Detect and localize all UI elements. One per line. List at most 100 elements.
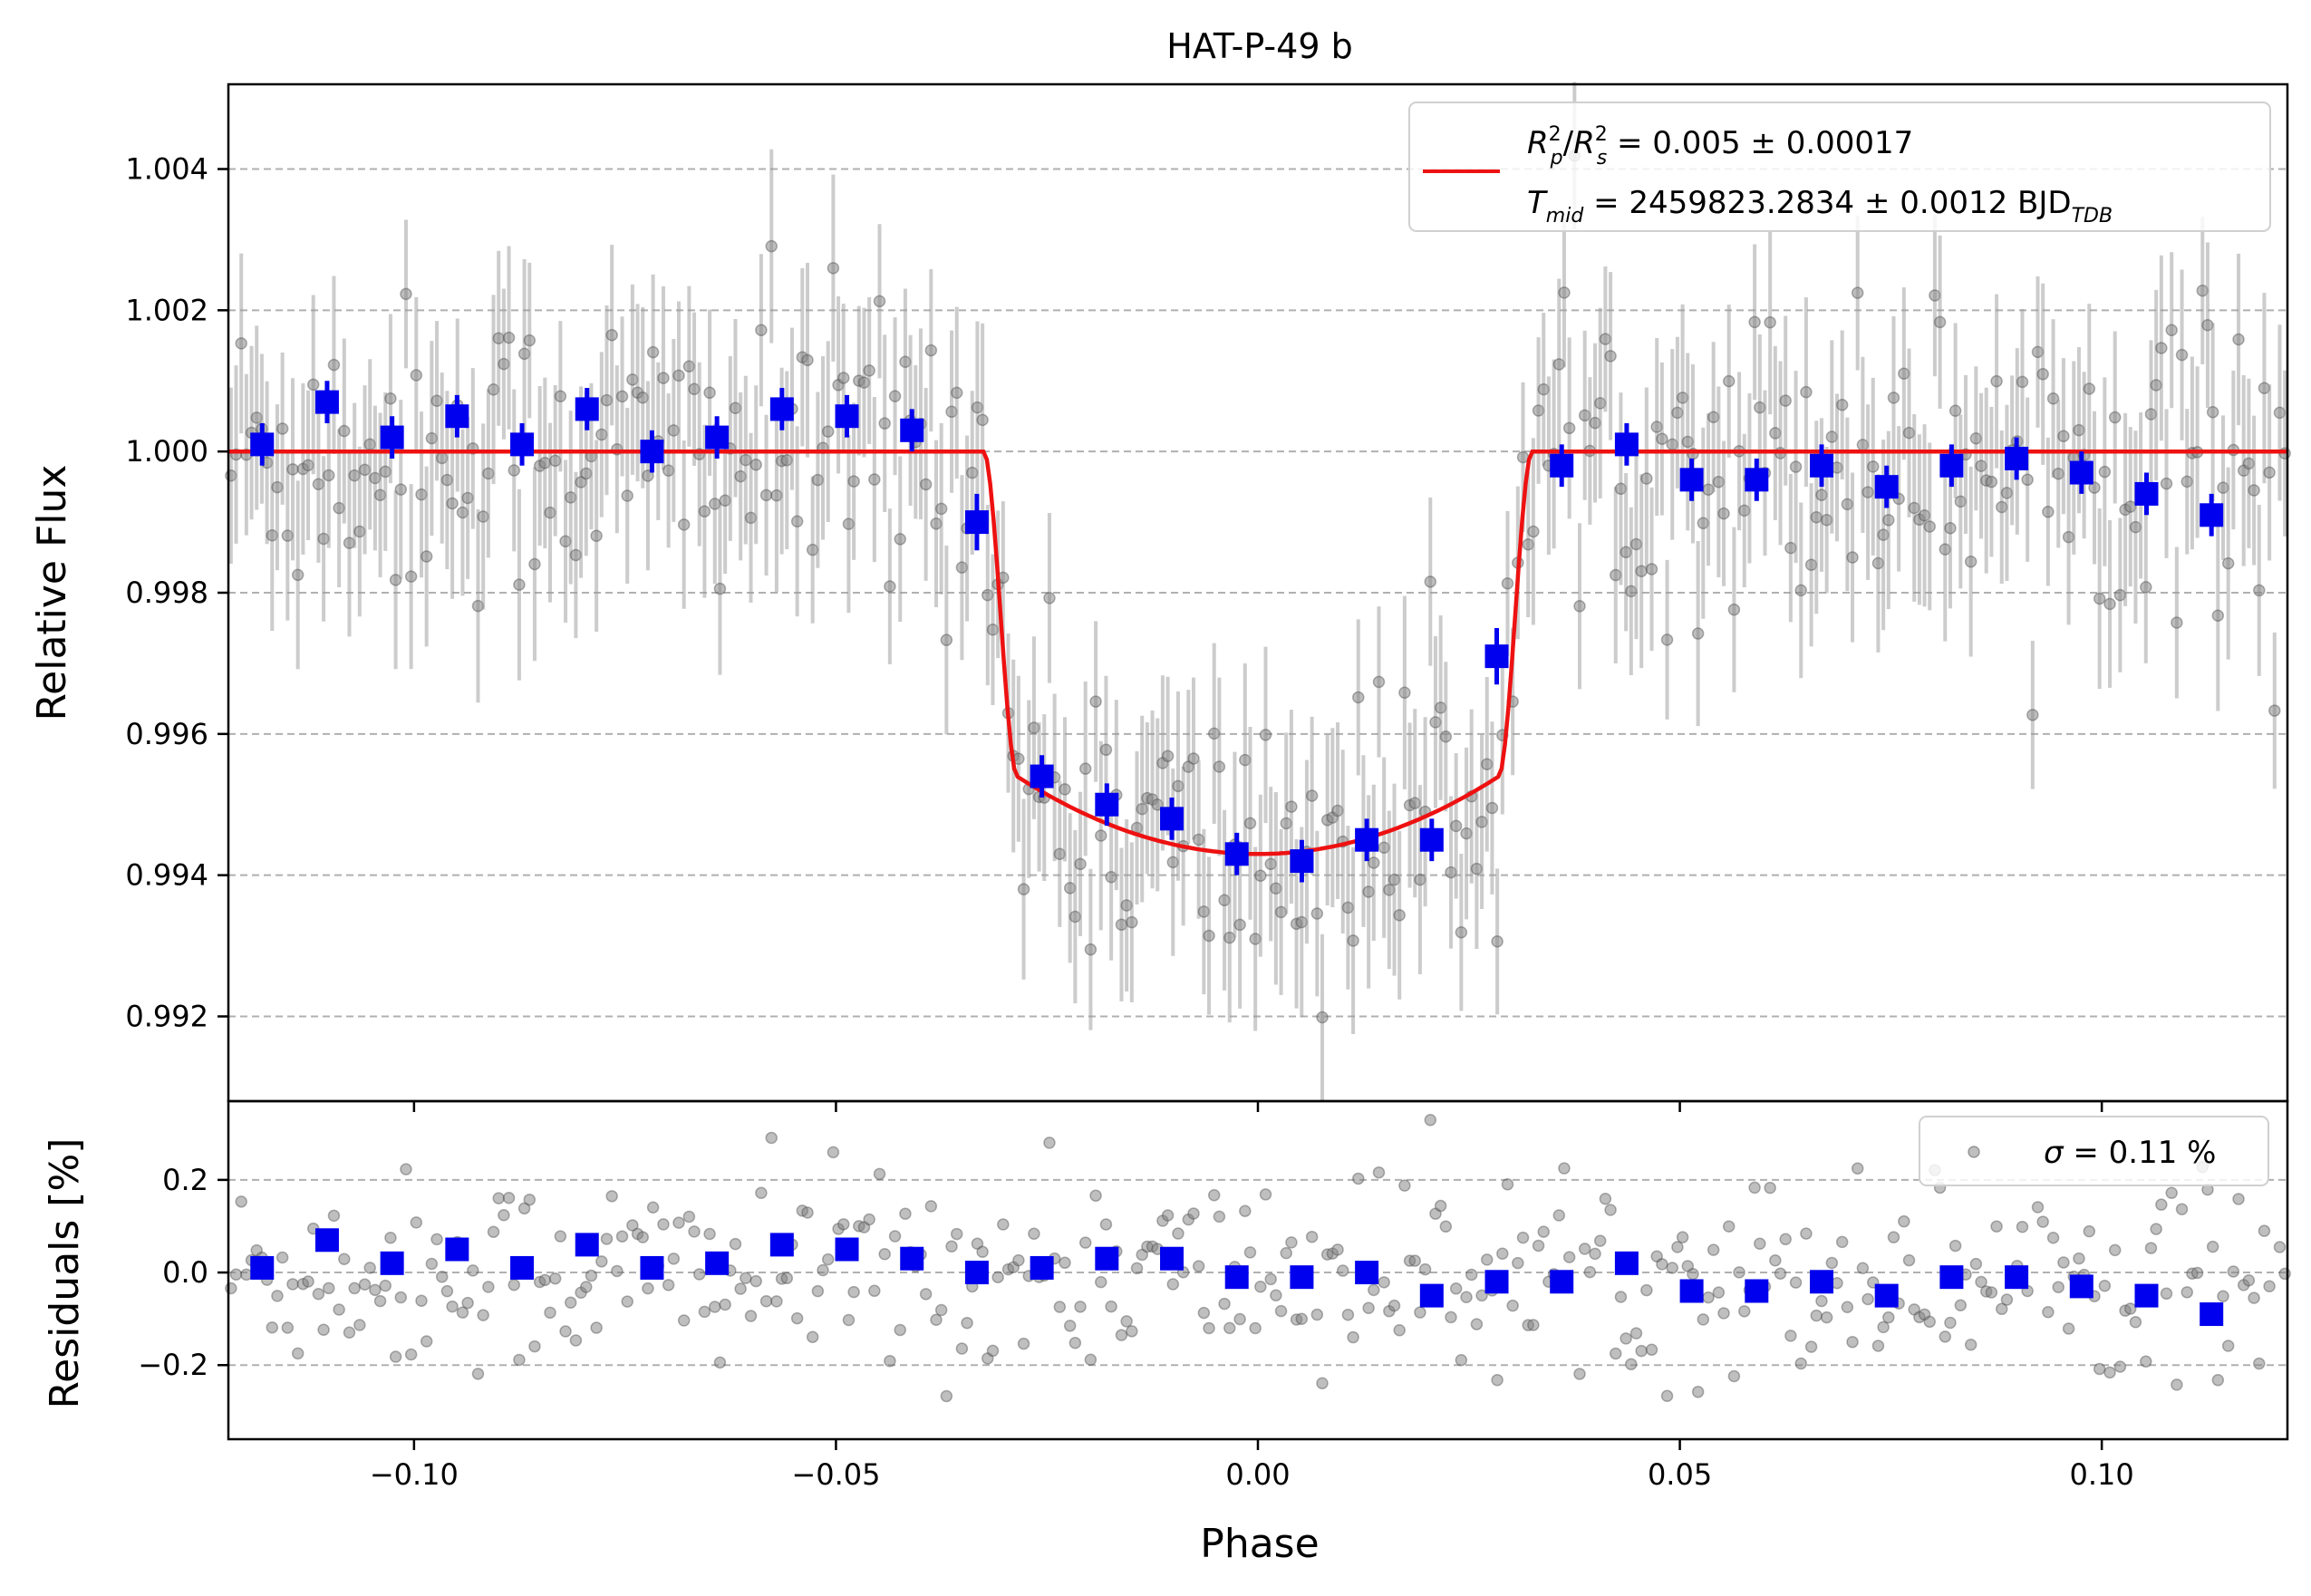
residual-raw-point (2093, 1362, 2106, 1376)
raw-point (1455, 925, 1468, 939)
residual-raw-point (1243, 1246, 1257, 1259)
residual-raw-point (682, 1210, 696, 1224)
residual-raw-point (2273, 1241, 2287, 1253)
raw-point (1316, 1011, 1329, 1024)
raw-point (1779, 394, 1792, 407)
raw-point (235, 337, 247, 350)
residual-raw-point (1491, 1374, 1504, 1387)
residual-binned-point (250, 1255, 275, 1280)
residual-raw-point (2046, 1232, 2060, 1244)
flux-ytick-label: 0.994 (125, 858, 208, 893)
residual-raw-point (373, 1294, 387, 1308)
raw-point (404, 570, 418, 583)
residual-raw-point (667, 1253, 681, 1265)
residual-raw-point (688, 1225, 701, 1238)
legend-depth-value: = 0.005 ± 0.00017 (1607, 125, 1913, 161)
residual-raw-point (986, 1344, 1000, 1358)
residual-raw-point (729, 1237, 742, 1251)
residual-raw-point (1059, 1256, 1071, 1270)
raw-point (2221, 556, 2235, 570)
raw-point (1285, 800, 1298, 813)
raw-point (2175, 348, 2189, 362)
residual-raw-point (2052, 1281, 2064, 1293)
binned-point (1810, 453, 1834, 478)
residual-raw-point (2083, 1224, 2096, 1238)
residual-raw-point (266, 1321, 279, 1334)
raw-point (1449, 819, 1463, 833)
residual-raw-point (924, 1200, 938, 1213)
residual-raw-point (976, 1245, 989, 1259)
raw-point (940, 634, 953, 646)
residual-raw-point (240, 1268, 253, 1282)
flux-binned-points (250, 381, 2224, 883)
residual-binned-point (575, 1233, 599, 1257)
binned-point (769, 397, 794, 421)
flux-x-ticks (412, 1101, 2103, 1112)
legend-tdb-sub: TDB (2072, 205, 2113, 227)
residual-raw-point (2124, 1302, 2137, 1315)
raw-point (1887, 392, 1900, 404)
residual-raw-point (1084, 1353, 1097, 1367)
residual-raw-point (940, 1389, 953, 1403)
legend-sigma-value: = 0.11 % (2064, 1135, 2217, 1171)
raw-point (523, 334, 537, 347)
raw-point (894, 533, 906, 546)
residual-raw-point (1249, 1321, 1262, 1335)
binned-point (1679, 468, 1704, 492)
residual-raw-point (276, 1251, 289, 1264)
residual-raw-point (554, 1230, 567, 1243)
residual-raw-point (343, 1326, 356, 1340)
raw-point (1764, 315, 1776, 329)
residual-raw-point (508, 1278, 520, 1291)
residual-raw-point (1985, 1286, 1998, 1299)
residual-raw-point (1769, 1254, 1782, 1267)
residual-raw-point (2175, 1203, 2189, 1215)
raw-point (1074, 857, 1087, 871)
residual-raw-point (1902, 1253, 1916, 1267)
raw-point (2093, 592, 2106, 605)
residual-raw-point (934, 1303, 948, 1317)
residual-raw-point (1439, 1220, 1453, 1233)
binned-point (835, 404, 859, 429)
residual-raw-point (1218, 1297, 1231, 1311)
residual-xtick-label: −0.10 (370, 1457, 459, 1492)
residual-raw-point (780, 1272, 794, 1285)
raw-point (672, 369, 685, 382)
raw-point (1727, 603, 1741, 616)
transit-model (228, 449, 2287, 856)
residual-raw-point (1418, 1262, 1432, 1276)
residual-raw-point (1804, 1340, 1818, 1353)
raw-point (919, 478, 933, 491)
residual-raw-point (1660, 1389, 1674, 1403)
residual-raw-point (482, 1281, 495, 1293)
binned-point (1160, 807, 1185, 831)
residual-raw-point (1475, 1289, 1488, 1302)
residual-raw-point (564, 1296, 577, 1310)
raw-point (1213, 760, 1226, 773)
residual-binned-point (835, 1237, 859, 1262)
residual-raw-point (873, 1167, 886, 1181)
residual-raw-point (1470, 1318, 1484, 1330)
residual-raw-point (580, 1281, 593, 1293)
residual-raw-point (1239, 1204, 1252, 1217)
residual-xtick-label: 0.05 (1648, 1457, 1712, 1492)
residual-raw-point (1717, 1307, 1730, 1320)
residual-raw-point (1712, 1286, 1726, 1299)
residual-raw-point (1136, 1248, 1148, 1262)
residual-raw-point (538, 1273, 552, 1287)
residual-binned-point (445, 1237, 469, 1262)
binned-point (2200, 503, 2224, 527)
residual-raw-point (2171, 1378, 2183, 1391)
residual-raw-point (1068, 1336, 1082, 1349)
residual-raw-point (1578, 1243, 1591, 1255)
residual-raw-point (461, 1296, 474, 1310)
residual-raw-point (642, 1282, 654, 1295)
raw-point (1187, 752, 1200, 765)
residual-raw-point (1996, 1302, 2008, 1316)
raw-point (755, 324, 768, 336)
residual-binned-point (964, 1261, 989, 1285)
raw-point (2057, 430, 2070, 442)
residual-raw-point (713, 1356, 727, 1369)
raw-point (642, 469, 654, 482)
residual-raw-point (410, 1216, 423, 1229)
